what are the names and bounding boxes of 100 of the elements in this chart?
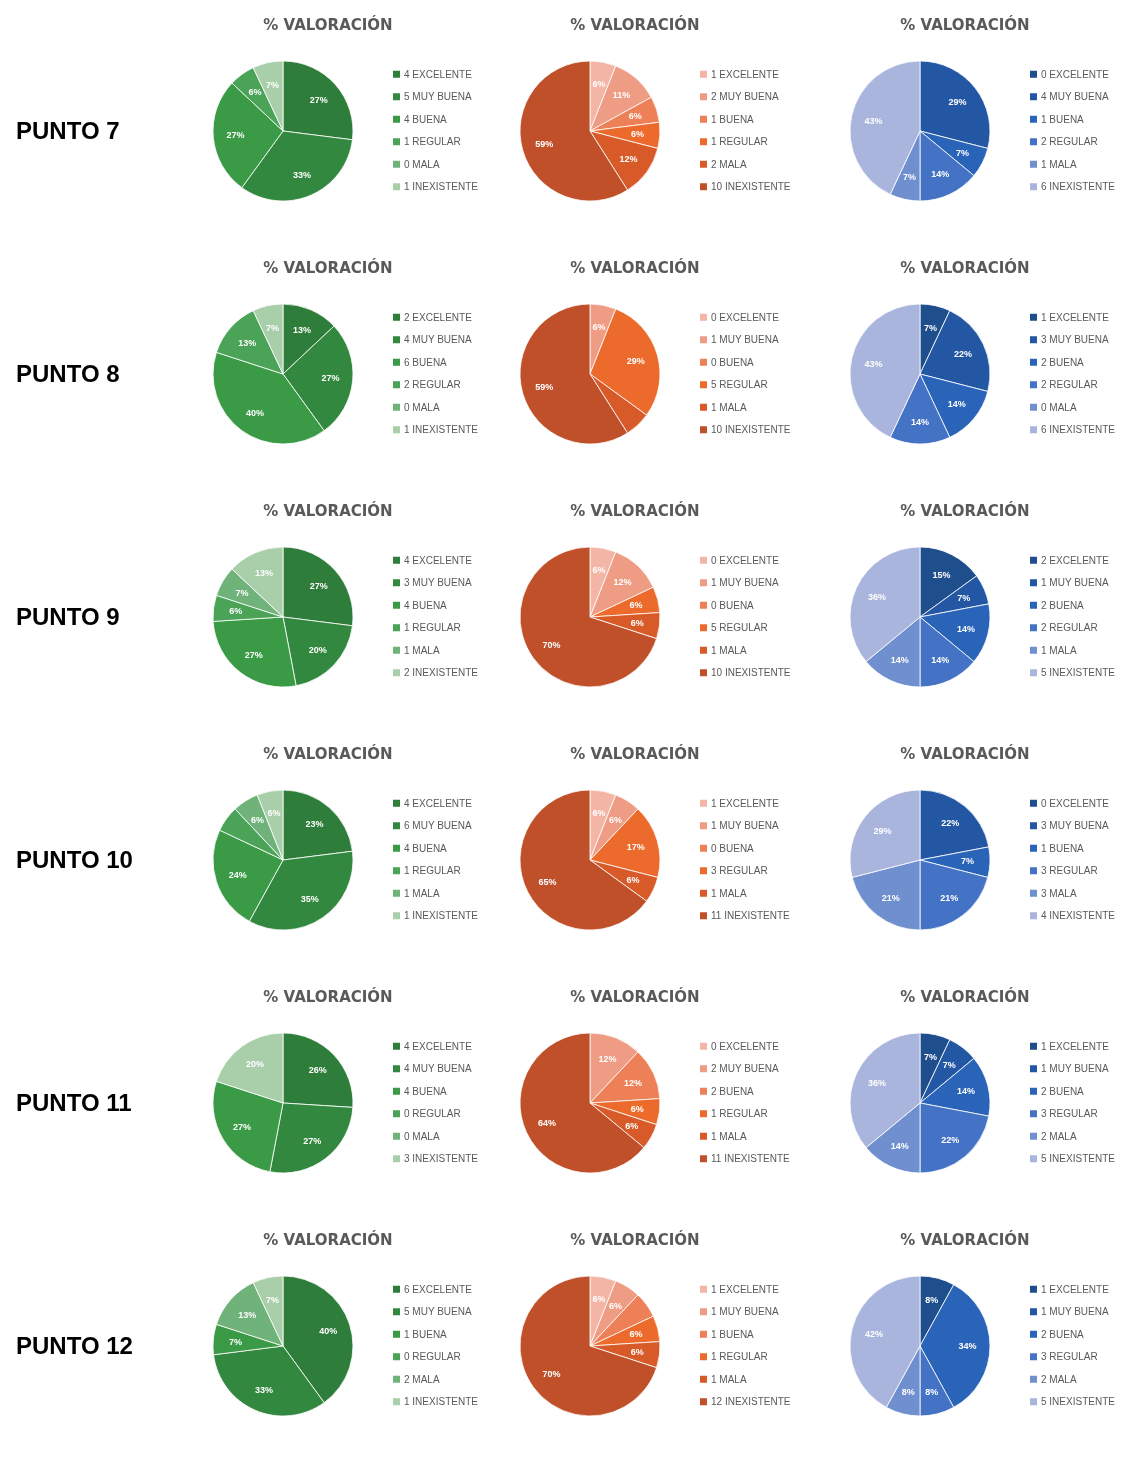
text: PUNTO 8 [16,360,120,387]
legend-label: 1 MUY BUENA [711,334,779,346]
legend-label: 0 BUENA [711,599,755,611]
data-label: 6% [629,600,643,611]
chart-title: % VALORACIÓN [263,501,393,520]
data-label: 43% [864,115,883,126]
data-label: 27% [321,373,340,384]
legend-label: 3 INEXISTENTE [404,1153,479,1165]
data-label: 7% [903,172,917,183]
data-label: 7% [266,79,280,90]
legend-label: 2 BUENA [1041,356,1085,368]
chart-title: % VALORACIÓN [900,15,1030,34]
legend-label: 2 REGULAR [1041,379,1098,391]
chart-title: % VALORACIÓN [263,15,393,34]
data-label: 13% [292,325,311,336]
legend-label: 1 REGULAR [404,865,461,877]
legend-label: 6 INEXISTENTE [1041,181,1116,193]
legend-label: 2 MALA [711,158,747,170]
data-label: 17% [626,841,645,852]
data-label: 8% [901,1387,915,1398]
legend-label: 10 INEXISTENTE [711,424,791,436]
legend-label: 5 MUY BUENA [404,1306,472,1318]
data-label: 34% [958,1341,977,1351]
legend-label: 2 MUY BUENA [711,91,779,103]
legend-label: 1 EXCELENTE [1041,1283,1110,1295]
legend-label: 2 BUENA [1041,599,1085,611]
data-label: 6% [592,808,606,819]
data-label: 6% [229,606,243,617]
data-label: 70% [542,1368,561,1379]
legend-label: 1 MALA [711,887,747,899]
data-label: 6% [631,128,645,139]
legend-label: 6 EXCELENTE [404,1283,473,1295]
data-label: 7% [957,593,971,604]
data-label: 12% [598,1053,617,1064]
chart-title: % VALORACIÓN [570,987,700,1006]
data-label: 27% [309,580,328,591]
chart-title: % VALORACIÓN [263,744,393,763]
data-label: 6% [250,814,264,825]
legend-label: 2 REGULAR [1041,136,1098,148]
legend-label: 6 BUENA [404,356,448,368]
chart-title: % VALORACIÓN [570,258,700,277]
legend-label: 2 BUENA [1041,1085,1085,1097]
data-label: 14% [931,655,950,666]
legend-label: 11 INEXISTENTE [711,1153,791,1165]
data-label: 14% [957,1086,976,1097]
data-label: 14% [890,655,909,666]
data-label: 7% [923,1051,937,1062]
legend-label: 3 REGULAR [711,865,768,877]
legend-label: 4 EXCELENTE [404,797,473,809]
legend-label: 1 MALA [1041,644,1077,656]
legend-label: 5 REGULAR [711,622,768,634]
chart-title: % VALORACIÓN [570,501,700,520]
legend-label: 1 MALA [1041,158,1077,170]
data-label: 64% [537,1118,556,1129]
data-label: 6% [609,814,623,825]
data-label: 42% [864,1329,883,1340]
data-label: 6% [628,111,642,122]
data-label: 6% [592,565,606,576]
legend-label: 4 BUENA [404,1085,448,1097]
text: PUNTO 11 [16,1089,132,1116]
data-label: 12% [619,153,638,164]
data-label: 7% [923,322,937,333]
chart-title: % VALORACIÓN [263,987,393,1006]
data-label: 29% [948,96,967,107]
legend-label: 1 REGULAR [711,1351,768,1363]
legend-label: 1 MALA [711,1373,747,1385]
data-label: 40% [319,1326,338,1337]
legend-label: 2 REGULAR [404,379,461,391]
legend-label: 1 INEXISTENTE [404,910,479,922]
data-label: 59% [535,139,554,150]
data-label: 14% [957,623,976,634]
data-label: 29% [626,355,645,366]
legend-label: 4 MUY BUENA [1041,91,1109,103]
data-label: 35% [300,894,319,905]
data-label: 11% [612,90,631,101]
legend-label: 2 INEXISTENTE [404,667,479,679]
data-label: 14% [931,169,950,180]
legend-label: 1 BUENA [404,1328,448,1340]
data-label: 6% [630,617,644,628]
text: PUNTO 10 [16,846,133,873]
data-label: 40% [246,407,265,418]
data-label: 27% [233,1122,252,1133]
data-label: 6% [267,808,281,819]
legend-label: 0 REGULAR [404,1351,461,1363]
legend-label: 5 REGULAR [711,379,768,391]
data-label: 7% [266,1294,280,1305]
data-label: 6% [625,1120,639,1131]
legend-label: 1 MUY BUENA [711,577,779,589]
data-label: 33% [292,169,311,180]
legend-label: 0 EXCELENTE [711,554,780,566]
legend-label: 3 REGULAR [1041,1351,1098,1363]
data-label: 15% [932,569,951,580]
legend-label: 0 EXCELENTE [711,1040,780,1052]
data-label: 43% [864,358,883,369]
legend-label: 0 BUENA [711,842,755,854]
chart-title: % VALORACIÓN [263,1230,393,1249]
legend-label: 1 EXCELENTE [1041,311,1110,323]
text: PUNTO 9 [16,603,120,630]
legend-label: 3 MUY BUENA [404,577,472,589]
legend-label: 1 EXCELENTE [711,68,780,80]
